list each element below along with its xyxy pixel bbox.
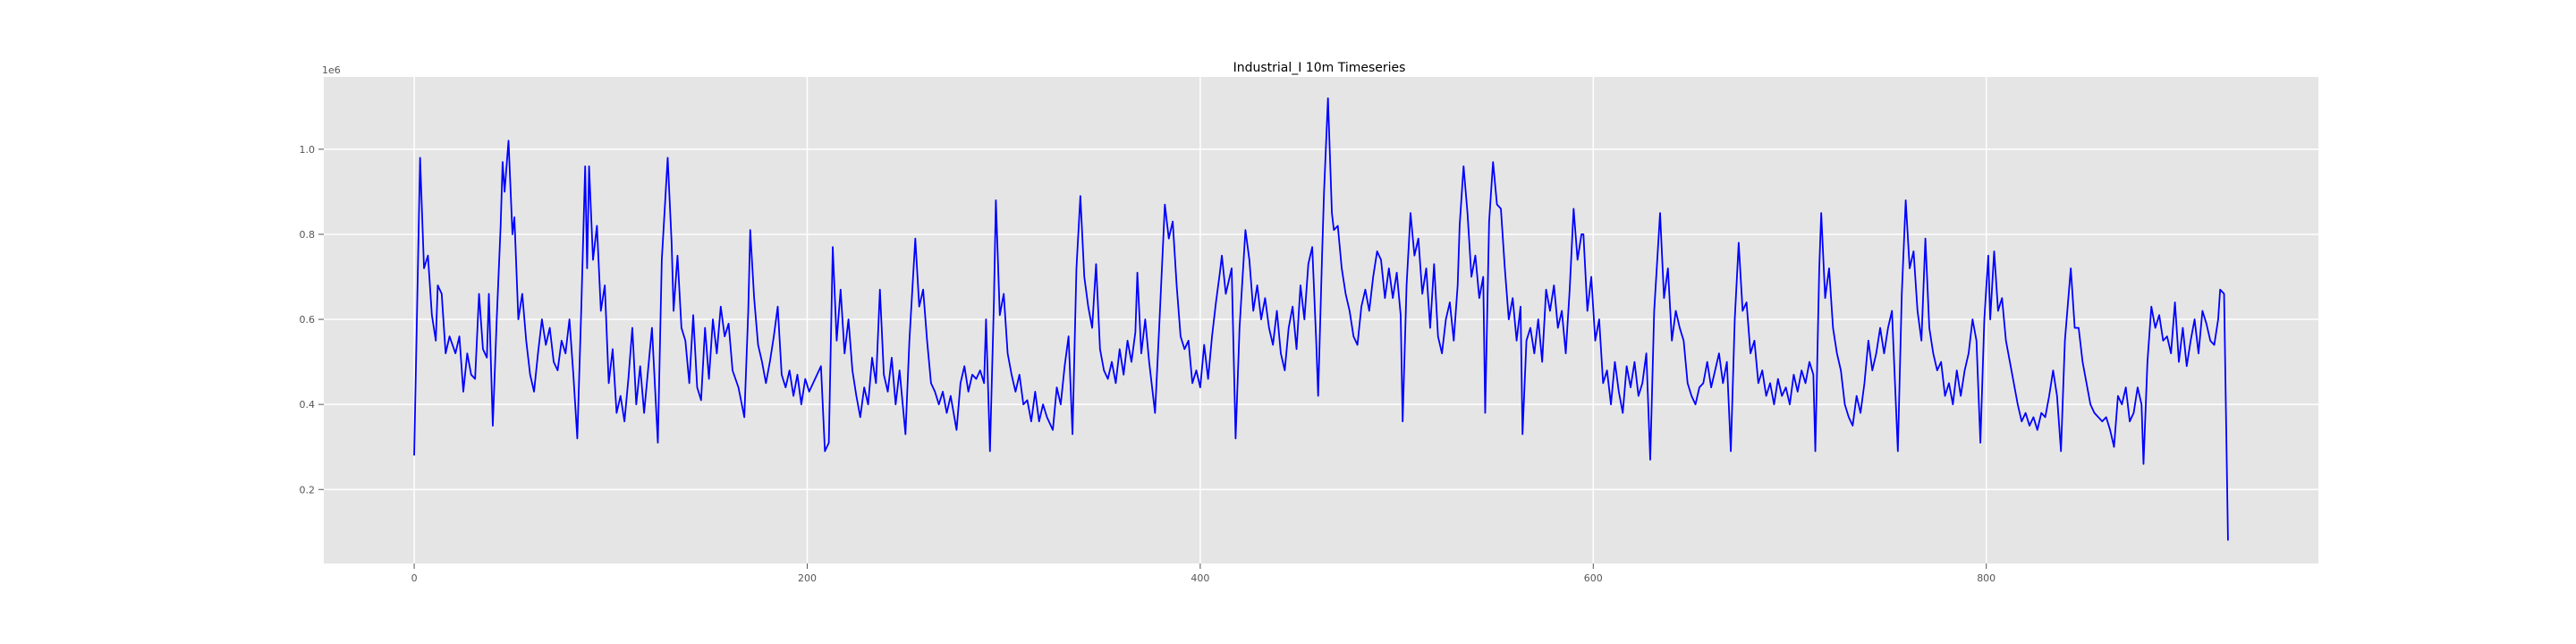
y-offset-label: 1e6 — [322, 64, 341, 76]
x-tick-label: 400 — [1191, 572, 1209, 584]
y-tick-label: 0.2 — [300, 484, 316, 496]
x-tick-label: 200 — [798, 572, 817, 584]
x-tick-label: 0 — [411, 572, 418, 584]
y-tick-label: 1.0 — [300, 144, 316, 156]
x-tick-label: 600 — [1584, 572, 1603, 584]
y-tick-label: 0.8 — [300, 229, 316, 241]
y-tick-label: 0.6 — [300, 314, 316, 326]
line-series — [413, 97, 2229, 541]
plot-background — [324, 77, 2318, 564]
x-tick-label: 800 — [1977, 572, 1996, 584]
chart-title: Industrial_I 10m Timeseries — [1233, 61, 1406, 75]
plot — [413, 97, 2229, 541]
y-tick-label: 0.4 — [300, 399, 316, 411]
